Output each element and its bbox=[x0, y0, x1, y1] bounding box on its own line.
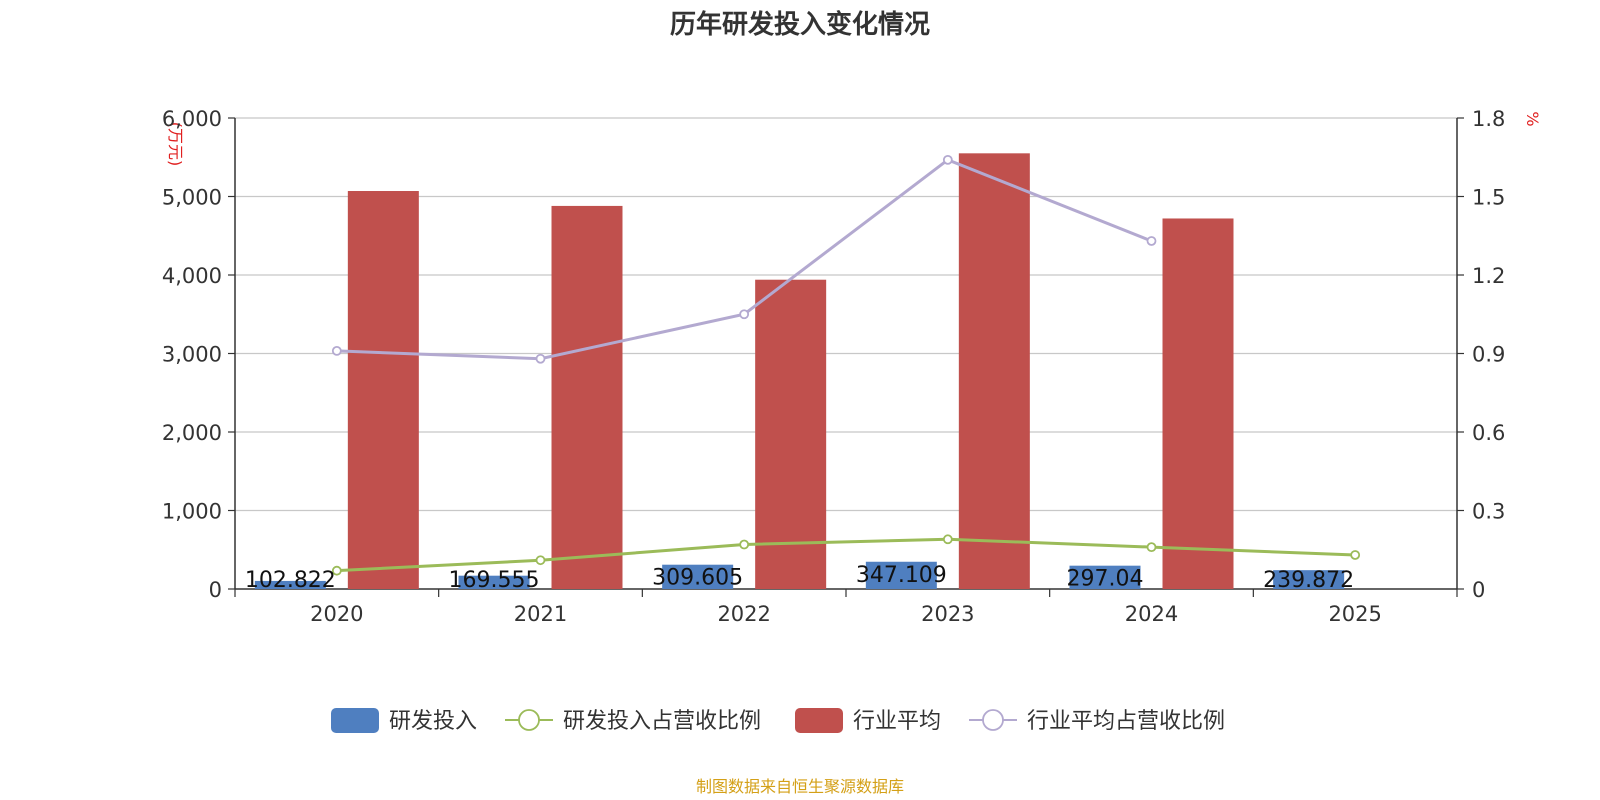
grid-lines bbox=[235, 117, 1457, 512]
legend-swatch-marker bbox=[982, 709, 1004, 731]
axes: 0 0 1,000 0.3 2,000 0.6 3,000 0.9 4,000 1.2 5,000 1… bbox=[162, 107, 1506, 626]
line-point bbox=[942, 534, 953, 545]
left-axis-tick-label: 3,000 bbox=[162, 343, 222, 367]
left-axis-tick-label: 0 bbox=[209, 578, 222, 602]
left-axis-tick-label: 5,000 bbox=[162, 186, 222, 210]
bar-2021-1 bbox=[551, 205, 623, 590]
x-axis-tick-label: 2024 bbox=[1125, 602, 1178, 626]
legend-swatch-marker bbox=[518, 709, 540, 731]
legend-swatch-bar bbox=[795, 708, 843, 733]
line-point bbox=[739, 539, 750, 550]
bar-2022-1 bbox=[755, 279, 827, 589]
right-axis-tick-label: 0 bbox=[1472, 578, 1485, 602]
x-axis-tick-label: 2021 bbox=[514, 602, 567, 626]
right-axis-tick-label: 1.2 bbox=[1472, 264, 1505, 288]
bar-2025-0 bbox=[1273, 570, 1345, 589]
line-point bbox=[1146, 236, 1157, 246]
right-axis-tick-label: 1.8 bbox=[1472, 107, 1505, 131]
legend-swatch-bar bbox=[331, 708, 379, 733]
line-point bbox=[331, 565, 342, 576]
right-axis-tick-label: 0.6 bbox=[1472, 421, 1505, 445]
bar-2024-0 bbox=[1069, 565, 1141, 589]
bar-2023-0 bbox=[865, 561, 937, 589]
bar-2023-1 bbox=[958, 153, 1030, 589]
lines bbox=[331, 154, 1361, 576]
bar-2021-0 bbox=[458, 575, 530, 589]
line-point bbox=[1146, 542, 1157, 553]
line-point bbox=[535, 353, 546, 364]
left-axis-tick-label: 6,000 bbox=[162, 107, 222, 131]
source-note: 制图数据来自恒生聚源数据库 bbox=[696, 777, 904, 796]
x-axis-tick-label: 2023 bbox=[921, 602, 974, 626]
line-point bbox=[942, 154, 953, 165]
x-axis-tick-label: 2025 bbox=[1328, 602, 1381, 626]
left-axis-tick-label: 2,000 bbox=[162, 421, 222, 445]
bar-data-label: 102.822 bbox=[245, 568, 336, 593]
line-point bbox=[331, 345, 342, 356]
chart-title: 历年研发投入变化情况 bbox=[670, 9, 930, 40]
bar-data-label: 347.109 bbox=[856, 563, 947, 588]
right-axis-tick-label: 0.9 bbox=[1472, 343, 1505, 367]
left-axis-tick-label: 4,000 bbox=[162, 264, 222, 288]
x-axis-tick-label: 2020 bbox=[310, 602, 363, 626]
bar-data-label: 239.872 bbox=[1263, 568, 1354, 593]
left-axis-tick-label: 1,000 bbox=[162, 500, 222, 524]
right-axis-tick-label: 1.5 bbox=[1472, 186, 1505, 210]
legend-label: 行业平均占营收比例 bbox=[1027, 709, 1225, 734]
line-point bbox=[1350, 550, 1361, 560]
line-point bbox=[739, 309, 750, 320]
x-axis-tick-label: 2022 bbox=[717, 602, 770, 626]
line-point bbox=[535, 555, 546, 566]
bar-2020-1 bbox=[347, 191, 419, 589]
bar-2022-0 bbox=[662, 564, 734, 589]
legend-label: 研发投入占营收比例 bbox=[563, 709, 761, 734]
data-labels: 102.822 169.555 309.605 347.109 297.04 239.87… bbox=[245, 563, 1354, 593]
legend-label: 行业平均 bbox=[853, 709, 941, 734]
bar-data-label: 169.555 bbox=[449, 568, 540, 593]
bar-data-label: 309.605 bbox=[652, 566, 743, 591]
left-axis-unit: (万元) bbox=[166, 122, 185, 167]
bar-2024-1 bbox=[1162, 218, 1234, 590]
bar-2020-0 bbox=[254, 580, 326, 589]
legend: 研发投入 研发投入占营收比例 行业平均 行业平均占营收比例 bbox=[331, 708, 1225, 734]
right-axis-tick-label: 0.3 bbox=[1472, 500, 1505, 524]
series-line-0 bbox=[336, 537, 1356, 573]
bar-data-label: 297.04 bbox=[1067, 567, 1144, 592]
legend-label: 研发投入 bbox=[389, 709, 477, 734]
bars bbox=[254, 153, 1345, 590]
right-axis-unit: % bbox=[1523, 111, 1542, 126]
